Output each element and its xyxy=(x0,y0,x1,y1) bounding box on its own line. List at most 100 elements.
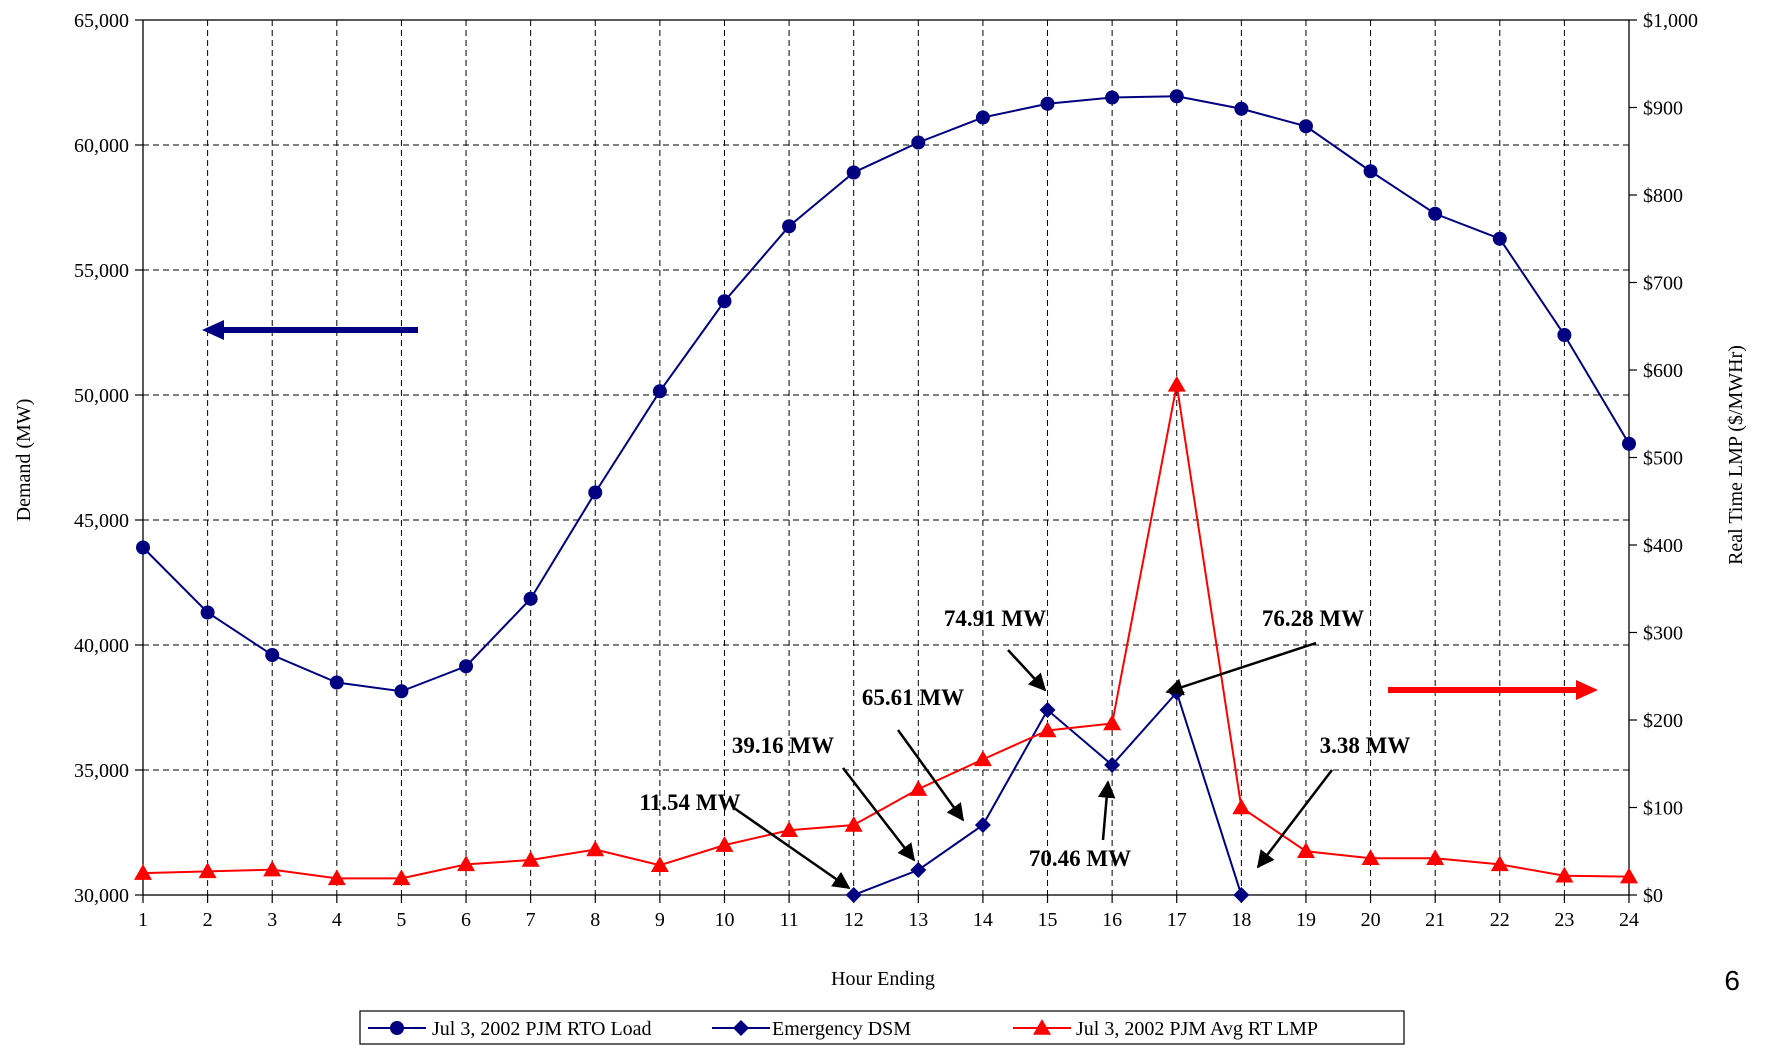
data-point-triangle xyxy=(1103,714,1122,731)
data-point-diamond xyxy=(845,887,862,903)
data-point-circle xyxy=(911,135,926,150)
annotation-arrow xyxy=(842,767,916,862)
x-tick-label: 20 xyxy=(1361,909,1381,931)
annotation-arrow xyxy=(1007,649,1047,692)
series-markers xyxy=(134,89,1638,903)
data-point-triangle xyxy=(1361,849,1380,865)
y-axis-title: Demand (MW) xyxy=(13,399,35,522)
y2-tick-label: $800 xyxy=(1643,185,1683,207)
data-point-circle xyxy=(846,165,861,180)
data-point-triangle xyxy=(263,860,282,877)
x-tick-label: 23 xyxy=(1554,909,1574,931)
left-axis-indicator-arrowhead xyxy=(202,320,224,340)
data-point-circle xyxy=(329,675,344,690)
data-point-triangle xyxy=(521,851,540,867)
data-point-circle xyxy=(975,110,990,125)
data-point-circle xyxy=(136,540,150,555)
data-point-circle xyxy=(1234,101,1249,116)
plot-frame xyxy=(142,19,1630,896)
legend: Jul 3, 2002 PJM RTO Load Emergency DSM Jul… xyxy=(359,1010,1405,1045)
data-point-triangle xyxy=(392,869,411,886)
data-point-circle xyxy=(1492,231,1507,246)
data-point-triangle xyxy=(1490,855,1509,872)
data-point-triangle xyxy=(909,780,928,796)
y2-tick-label: $900 xyxy=(1643,98,1683,120)
y-tick-label: 55,000 xyxy=(74,260,129,282)
data-point-triangle xyxy=(1620,867,1638,884)
data-point-triangle xyxy=(1038,721,1057,738)
x-tick-label: 19 xyxy=(1296,909,1316,931)
data-point-diamond xyxy=(910,862,927,878)
data-point-triangle xyxy=(973,750,992,767)
legend-marker-triangle xyxy=(1033,1019,1051,1035)
x-tick-label: 1 xyxy=(138,909,148,931)
legend-marker-circle xyxy=(390,1021,404,1035)
annotation-arrow xyxy=(896,729,965,822)
annotation-arrow xyxy=(733,806,851,890)
x-tick-label: 5 xyxy=(396,909,406,931)
y2-tick-label: $400 xyxy=(1643,535,1683,557)
x-tick-label: 10 xyxy=(714,909,734,931)
y-tick-label: 50,000 xyxy=(74,385,129,407)
annotation-arrow xyxy=(1097,780,1116,841)
data-point-triangle xyxy=(1232,798,1251,815)
data-point-triangle xyxy=(1296,842,1315,858)
x-tick-label: 15 xyxy=(1038,909,1058,931)
data-point-triangle xyxy=(780,821,799,837)
dsm-value-annotation: 76.28 MW xyxy=(1262,606,1364,631)
y-tick-label: 40,000 xyxy=(74,635,129,657)
data-point-diamond xyxy=(1233,887,1250,903)
x-tick-label: 22 xyxy=(1490,909,1510,931)
grid xyxy=(143,20,1629,895)
y-tick-label: 60,000 xyxy=(74,135,129,157)
x-tick-label: 2 xyxy=(203,909,213,931)
y2-tick-label: $500 xyxy=(1643,448,1683,470)
x-tick-label: 24 xyxy=(1619,909,1639,931)
x-tick-label: 7 xyxy=(526,909,536,931)
data-point-triangle xyxy=(844,816,863,832)
data-point-circle xyxy=(1622,436,1636,451)
data-point-circle xyxy=(717,294,732,309)
dsm-value-annotation: 74.91 MW xyxy=(944,606,1046,631)
data-point-triangle xyxy=(134,864,152,880)
dsm-value-annotation: 65.61 MW xyxy=(862,685,964,710)
data-point-circle xyxy=(394,684,409,699)
y2-tick-label: $700 xyxy=(1643,273,1683,295)
data-point-circle xyxy=(588,485,603,500)
dsm-value-annotation: 11.54 MW xyxy=(640,790,741,815)
data-point-circle xyxy=(523,591,538,606)
y2-axis-title: Real Time LMP ($/MWHr) xyxy=(1725,345,1747,565)
data-point-diamond xyxy=(1039,702,1056,718)
axes: 30,000 35,000 40,000 45,000 50,000 55,000 60,0… xyxy=(74,10,1698,931)
annotation-arrow xyxy=(1165,641,1317,696)
data-point-circle xyxy=(1040,96,1055,111)
legend-label: Jul 3, 2002 PJM Avg RT LMP xyxy=(1076,1018,1318,1040)
y-tick-label: 30,000 xyxy=(74,885,129,907)
data-point-circle xyxy=(200,605,215,620)
dsm-value-annotation: 39.16 MW xyxy=(732,733,834,758)
dsm-value-annotation: 3.38 MW xyxy=(1320,733,1411,758)
data-point-diamond xyxy=(1104,757,1121,773)
y-tick-label: 35,000 xyxy=(74,760,129,782)
x-tick-label: 21 xyxy=(1425,909,1445,931)
x-tick-label: 6 xyxy=(461,909,471,931)
data-point-triangle xyxy=(1555,866,1574,883)
legend-label: Emergency DSM xyxy=(772,1018,911,1040)
data-point-triangle xyxy=(586,840,605,857)
series-lines xyxy=(142,95,1630,896)
x-tick-label: 3 xyxy=(267,909,277,931)
x-tick-label: 4 xyxy=(332,909,342,931)
data-point-triangle xyxy=(1167,375,1186,392)
x-axis-title: Hour Ending xyxy=(831,968,935,990)
data-point-circle xyxy=(1169,89,1184,104)
y-tick-label: 45,000 xyxy=(74,510,129,532)
y2-tick-label: $600 xyxy=(1643,360,1683,382)
data-point-circle xyxy=(652,384,667,399)
series-line-triangle xyxy=(142,384,1630,880)
y2-tick-label: $0 xyxy=(1643,885,1663,907)
dsm-value-annotation: 70.46 MW xyxy=(1029,846,1131,871)
y2-tick-label: $300 xyxy=(1643,623,1683,645)
x-tick-label: 9 xyxy=(655,909,665,931)
data-point-circle xyxy=(1298,119,1313,134)
